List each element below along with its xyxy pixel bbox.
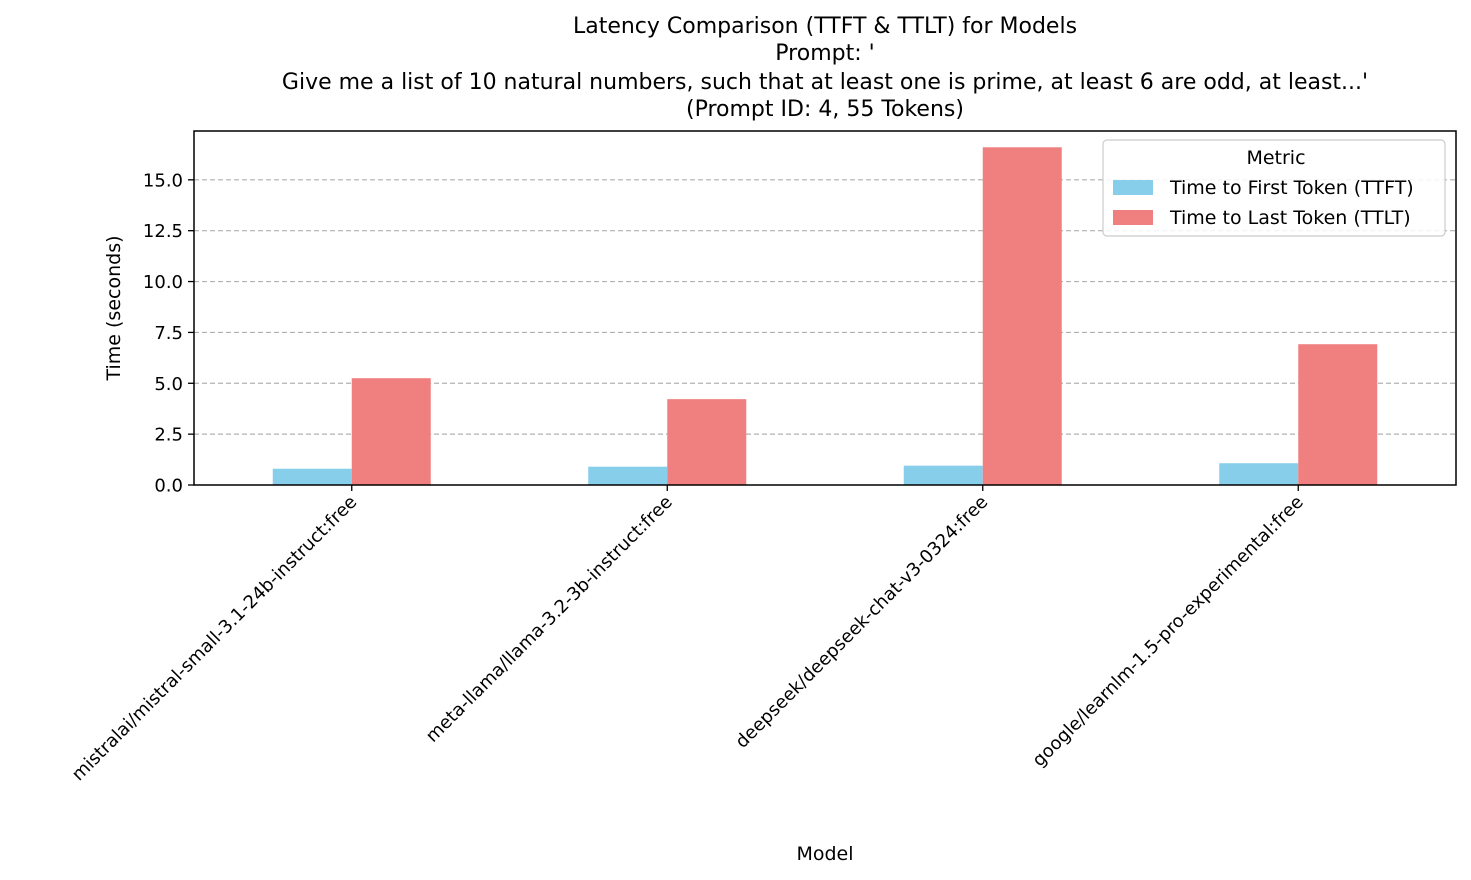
plot-frame: [193, 130, 1457, 486]
title-line: (Prompt ID: 4, 55 Tokens): [686, 97, 964, 122]
legend-box: [1102, 139, 1446, 237]
y-tick-label: 15.0: [143, 170, 183, 191]
legend-entry: Time to First Token (TTFT): [1169, 177, 1414, 199]
y-axis-ticks: 0.0 2.5 5.0 7.5 10.0 12.5 15.0: [143, 170, 194, 497]
bar-ttlt: [1298, 344, 1378, 485]
x-axis-label: Model: [796, 843, 853, 865]
x-tick-label: mistralai/mistral-small-3.1-24b-instruct…: [68, 492, 361, 785]
bars: [272, 147, 1378, 485]
y-tick-label: 10.0: [143, 272, 183, 293]
bar-ttft: [588, 466, 668, 485]
legend-entry: Time to Last Token (TTLT): [1169, 207, 1411, 229]
y-tick-label: 2.5: [154, 425, 183, 446]
chart-title: Latency Comparison (TTFT & TTLT) for Mod…: [282, 14, 1368, 122]
title-line: Prompt: ': [775, 41, 874, 66]
title-line: Give me a list of 10 natural numbers, su…: [282, 70, 1368, 95]
bar-ttlt: [982, 147, 1062, 485]
y-tick-label: 5.0: [154, 374, 183, 395]
x-axis-ticks: mistralai/mistral-small-3.1-24b-instruct…: [68, 485, 1308, 785]
y-tick-label: 0.0: [154, 476, 183, 497]
y-tick-label: 12.5: [143, 221, 183, 242]
title-line: Latency Comparison (TTFT & TTLT) for Mod…: [573, 14, 1077, 39]
x-tick-label: google/learnlm-1.5-pro-experimental:free: [1028, 492, 1307, 771]
legend-swatch: [1113, 180, 1153, 195]
legend-swatch: [1113, 210, 1153, 225]
bar-ttft: [1219, 463, 1299, 485]
legend: Metric Time to First Token (TTFT) Time to …: [1102, 139, 1446, 237]
x-tick-label: meta-llama/llama-3.2-3b-instruct:free: [422, 492, 677, 747]
y-tick-label: 7.5: [154, 323, 183, 344]
legend-title: Metric: [1246, 147, 1305, 169]
bar-ttlt: [351, 378, 431, 485]
bar-ttft: [903, 465, 983, 485]
bar-ttft: [272, 468, 352, 485]
bar-ttlt: [667, 399, 747, 485]
x-tick-label: deepseek/deepseek-chat-v3-0324:free: [731, 492, 992, 753]
y-axis-label: Time (seconds): [103, 235, 125, 381]
